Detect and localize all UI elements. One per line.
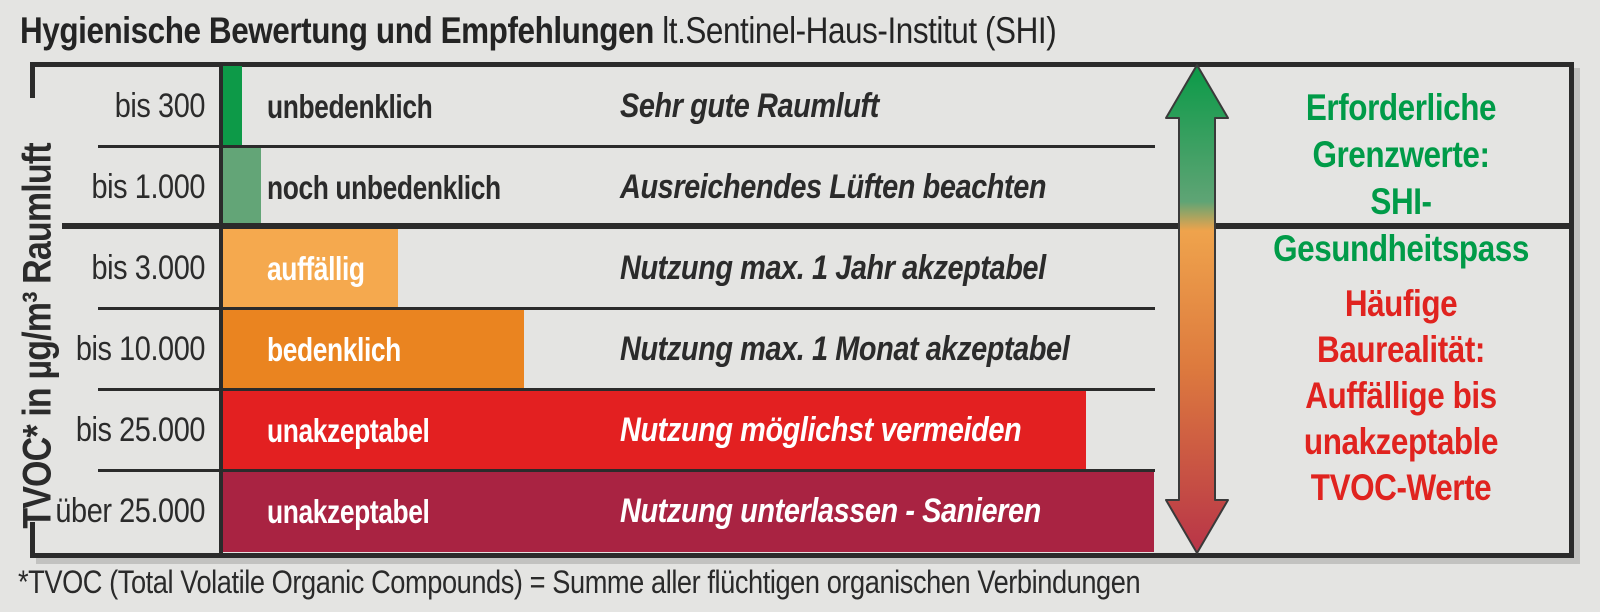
row-recommendation-label: Sehr gute Raumluft [620, 87, 879, 125]
tvoc-bar [223, 228, 398, 309]
tvoc-footnote: *TVOC (Total Volatile Organic Compounds)… [18, 564, 1141, 600]
note-line: unakzeptable [1303, 421, 1499, 462]
row-divider [98, 388, 1155, 391]
tvoc-bar [223, 471, 1154, 552]
row-recommendation-label: Nutzung max. 1 Jahr akzeptabel [620, 249, 1046, 287]
note-line: Häufige [1344, 283, 1458, 324]
page-title: Hygienische Bewertung und Empfehlungen l… [20, 10, 1057, 52]
row-range-label: bis 1.000 [91, 168, 206, 206]
page-title-bold: Hygienische Bewertung und Empfehlungen [20, 10, 654, 51]
row-divider [98, 145, 1155, 148]
row-rating-label: unakzeptabel [267, 492, 430, 530]
row-rating-label: bedenklich [267, 330, 401, 368]
row-divider [98, 469, 1155, 472]
row-range-label: bis 10.000 [75, 330, 206, 368]
row-divider [98, 307, 1155, 310]
table-row: bis 25.000 unakzeptabel Nutzung möglichs… [0, 390, 1600, 471]
table-row: bis 1.000 noch unbedenklich Ausreichende… [0, 147, 1600, 228]
chart-frame-left-opening [30, 98, 35, 522]
note-line: Erforderliche [1305, 87, 1497, 128]
table-row: bis 300 unbedenklich Sehr gute Raumluft [0, 66, 1600, 147]
row-rating-label: unbedenklich [267, 87, 433, 125]
row-range-label: über 25.000 [55, 492, 206, 530]
tvoc-bar [223, 66, 242, 147]
row-recommendation-label: Ausreichendes Lüften beachten [620, 168, 1047, 206]
row-rating-label: unakzeptabel [267, 411, 430, 449]
row-recommendation-label: Nutzung unterlassen - Sanieren [620, 492, 1041, 530]
row-recommendation-label: Nutzung möglichst vermeiden [620, 411, 1022, 449]
limit-divider [62, 223, 1569, 229]
row-range-label: bis 300 [114, 87, 206, 125]
note-line: Auffällige bis [1305, 375, 1497, 416]
table-row: bis 10.000 bedenklich Nutzung max. 1 Mon… [0, 309, 1600, 390]
row-rating-label: noch unbedenklich [267, 168, 501, 206]
tvoc-scale-arrow-icon [1165, 64, 1229, 554]
page-title-regular: lt.Sentinel-Haus-Institut (SHI) [662, 10, 1057, 51]
row-range-label: bis 3.000 [91, 249, 206, 287]
tvoc-bar [223, 390, 1086, 471]
table-row: bis 3.000 auffällig Nutzung max. 1 Jahr … [0, 228, 1600, 309]
note-line: Baurealität: [1317, 329, 1485, 370]
row-range-label: bis 25.000 [75, 411, 206, 449]
tvoc-bar [223, 147, 261, 228]
row-recommendation-label: Nutzung max. 1 Monat akzeptabel [620, 330, 1070, 368]
row-rating-label: auffällig [267, 249, 365, 287]
y-axis-line [219, 62, 223, 558]
required-limits-note: Erforderliche Grenzwerte: SHI-Gesundheit… [1262, 84, 1539, 272]
note-line: Grenzwerte: [1312, 134, 1490, 175]
tvoc-bar [223, 309, 524, 390]
building-reality-note: Häufige Baurealität: Auffällige bis unak… [1262, 281, 1539, 511]
note-line: TVOC-Werte [1310, 467, 1492, 508]
note-line: SHI-Gesundheitspass [1273, 181, 1529, 269]
table-row: über 25.000 unakzeptabel Nutzung unterla… [0, 471, 1600, 552]
